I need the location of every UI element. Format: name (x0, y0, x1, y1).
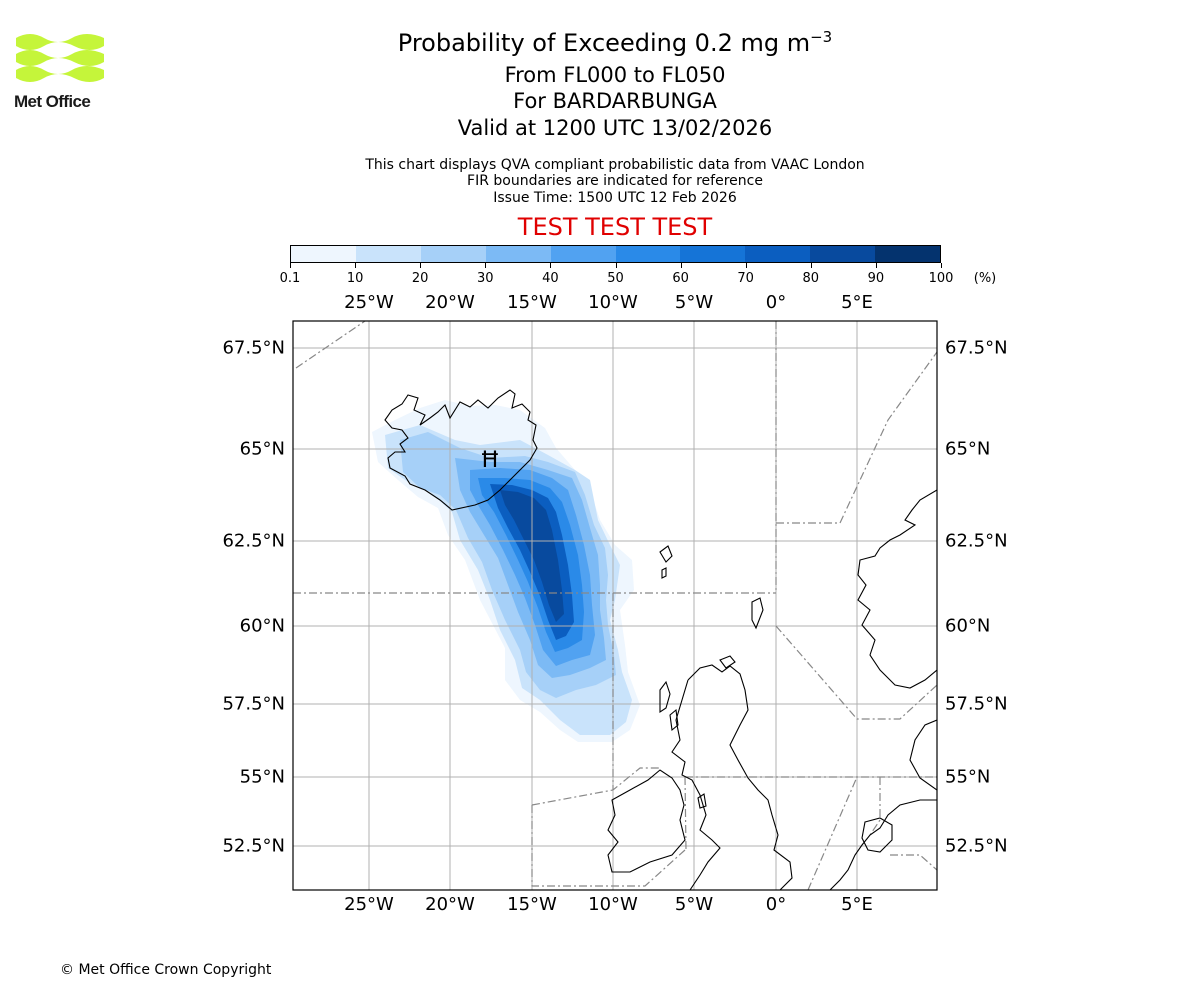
scotland-coast (687, 664, 793, 890)
lon-label-top: 25°W (344, 292, 394, 313)
great-britain-west-coast (671, 679, 721, 890)
colorbar-unit: (%) (973, 271, 997, 286)
shetland (751, 597, 764, 630)
chart-title-main: Probability of Exceeding 0.2 mg m (397, 29, 811, 57)
subtitle-line-1: This chart displays QVA compliant probab… (365, 157, 865, 173)
lon-label-top: 10°W (588, 292, 638, 313)
colorbar-tick-mark (615, 263, 617, 268)
met-office-logo: Met Office (14, 30, 106, 112)
chart-title: Probability of Exceeding 0.2 mg m−3 (398, 28, 832, 57)
colorbar-tick-label: 40 (542, 271, 559, 286)
colorbar-tick-label: 100 (928, 271, 954, 286)
colorbar (290, 245, 941, 263)
colorbar-tick-label: 10 (346, 271, 364, 286)
lon-label-bottom: 5°E (841, 894, 873, 915)
lat-label-left: 62.5°N (222, 530, 285, 552)
lat-label-right: 62.5°N (945, 530, 1008, 552)
lat-label-right: 67.5°N (945, 337, 1008, 359)
lon-label-bottom: 20°W (425, 894, 475, 915)
lat-label-left: 65°N (239, 438, 285, 460)
lon-label-top: 5°E (841, 292, 873, 313)
lon-label-bottom: 10°W (588, 894, 638, 915)
isle-of-man (697, 793, 707, 809)
colorbar-segment (615, 246, 681, 262)
map-frame (292, 320, 938, 891)
denmark-coast (909, 719, 937, 791)
lat-label-right: 65°N (945, 438, 991, 460)
colorbar-tick-mark (810, 263, 812, 268)
lon-label-top: 15°W (507, 292, 557, 313)
colorbar-tick-mark (875, 263, 877, 268)
colorbar-tick-label: 70 (737, 271, 754, 286)
lat-label-left: 67.5°N (222, 337, 285, 359)
volcano-marker-icon: Ħ (480, 448, 500, 473)
norway-coast (857, 489, 937, 689)
issue-time: Issue Time: 1500 UTC 12 Feb 2026 (493, 190, 737, 206)
colorbar-tick-mark (745, 263, 747, 268)
netherlands-inner (861, 817, 893, 853)
colorbar-tick-label: 60 (672, 271, 689, 286)
lat-label-left: 60°N (239, 615, 285, 637)
lon-label-bottom: 15°W (507, 894, 557, 915)
faroe-islands (659, 545, 673, 579)
colorbar-tick-mark (550, 263, 552, 268)
fir-boundaries (293, 321, 937, 890)
netherlands-coast (829, 799, 937, 890)
colorbar-tick-mark (680, 263, 682, 268)
lon-label-top: 0° (765, 292, 787, 313)
lon-label-bottom: 25°W (344, 894, 394, 915)
ireland-coast (607, 769, 686, 873)
lat-label-right: 57.5°N (945, 693, 1008, 715)
iceland-coast (384, 389, 538, 511)
colorbar-segment (680, 246, 746, 262)
colorbar-tick-mark (290, 263, 291, 268)
colorbar-segment (420, 246, 486, 262)
colorbar-segment (550, 246, 616, 262)
lat-label-right: 60°N (945, 615, 991, 637)
volcano-name: For BARDARBUNGA (513, 89, 717, 113)
colorbar-tick-label: 80 (802, 271, 820, 286)
lon-label-bottom: 0° (765, 894, 787, 915)
colorbar-tick-mark (420, 263, 422, 268)
lat-label-left: 52.5°N (222, 835, 285, 857)
orkney (719, 655, 736, 669)
colorbar-segment (355, 246, 421, 262)
test-banner: TEST TEST TEST (517, 213, 713, 241)
colorbar-segment (291, 246, 356, 262)
colorbar-tick-label: 20 (411, 271, 429, 286)
lon-label-bottom: 5°W (674, 894, 714, 915)
colorbar-segment (745, 246, 811, 262)
subtitle-line-2: FIR boundaries are indicated for referen… (467, 173, 763, 189)
colorbar-tick-label: 50 (607, 271, 624, 286)
ash-probability-plume (372, 400, 640, 742)
colorbar-tick-label: 0.1 (279, 271, 301, 286)
colorbar-tick-mark (485, 263, 487, 268)
chart-title-superscript: −3 (810, 28, 833, 46)
lat-label-right: 55°N (945, 766, 991, 788)
colorbar-segment (875, 246, 941, 262)
coastlines (384, 389, 937, 890)
flight-level-range: From FL000 to FL050 (504, 63, 726, 87)
colorbar-segment (810, 246, 876, 262)
volcano-marker: Ħ (480, 448, 500, 473)
hebrides (659, 680, 679, 732)
colorbar-segment (485, 246, 551, 262)
colorbar-tick-label: 90 (867, 271, 885, 286)
lon-label-top: 5°W (674, 292, 714, 313)
lat-label-right: 52.5°N (945, 835, 1008, 857)
colorbar-tick-mark (355, 263, 357, 268)
lat-label-left: 55°N (239, 766, 285, 788)
colorbar-tick-label: 30 (477, 271, 494, 286)
met-office-waves-icon (16, 34, 104, 82)
valid-time: Valid at 1200 UTC 13/02/2026 (457, 116, 773, 140)
colorbar-tick-mark (941, 263, 942, 268)
lon-label-top: 20°W (425, 292, 475, 313)
copyright: © Met Office Crown Copyright (60, 962, 272, 978)
logo-text: Met Office (14, 92, 91, 111)
lat-label-left: 57.5°N (222, 693, 285, 715)
